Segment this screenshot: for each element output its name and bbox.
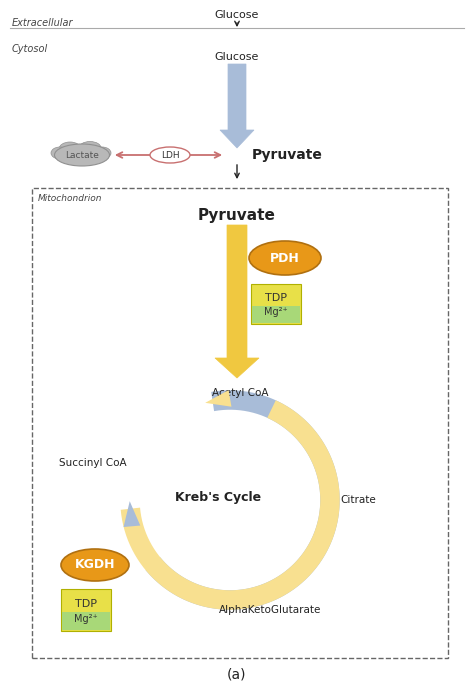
Text: Acetyl CoA: Acetyl CoA [212,389,269,398]
Text: Glucose: Glucose [215,10,259,20]
Text: TDP: TDP [265,294,287,303]
Text: AlphaKetoGlutarate: AlphaKetoGlutarate [219,605,321,615]
FancyBboxPatch shape [62,612,110,630]
Text: Pyruvate: Pyruvate [252,148,323,162]
Polygon shape [220,64,254,148]
Text: Mg²⁺: Mg²⁺ [74,614,98,624]
Ellipse shape [59,142,81,156]
Polygon shape [215,225,259,378]
Ellipse shape [249,241,321,275]
Text: LDH: LDH [161,150,179,159]
Text: Kreb's Cycle: Kreb's Cycle [175,491,261,504]
Text: Cytosol: Cytosol [12,44,48,54]
Ellipse shape [93,147,111,159]
Ellipse shape [55,144,109,166]
Text: Mitochondrion: Mitochondrion [38,194,102,203]
Text: Pyruvate: Pyruvate [198,208,276,223]
FancyBboxPatch shape [61,589,111,631]
Ellipse shape [61,549,129,581]
Ellipse shape [79,141,101,154]
Text: Citrate: Citrate [340,495,376,505]
Ellipse shape [51,147,69,159]
Text: PDH: PDH [270,251,300,265]
Polygon shape [124,501,140,527]
Text: (a): (a) [227,668,247,682]
Polygon shape [205,390,231,407]
Ellipse shape [150,147,190,163]
FancyBboxPatch shape [252,306,300,323]
Text: Succinyl CoA: Succinyl CoA [59,457,127,468]
Text: KGDH: KGDH [75,559,115,571]
Text: Lactate: Lactate [65,150,99,159]
Text: Extracellular: Extracellular [12,18,73,28]
FancyBboxPatch shape [251,284,301,324]
Text: TDP: TDP [75,599,97,609]
Text: Glucose: Glucose [215,52,259,62]
Text: Mg²⁺: Mg²⁺ [264,307,288,318]
